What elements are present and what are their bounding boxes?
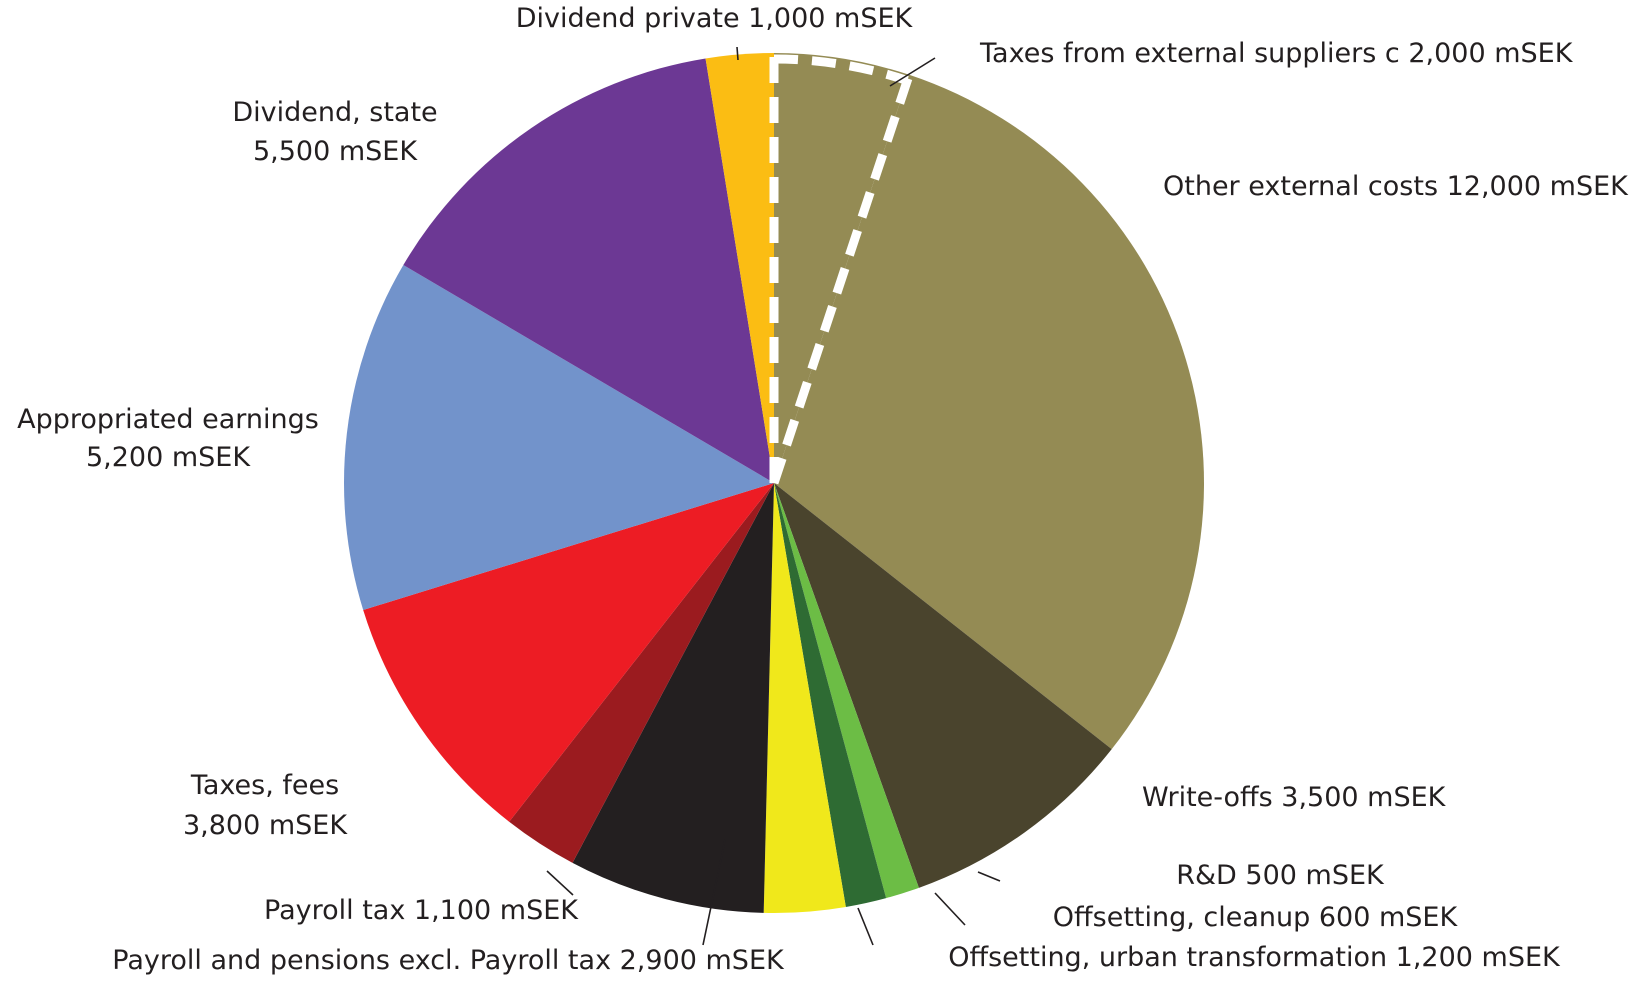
leader-line [546, 870, 574, 896]
slice-label: Payroll and pensions excl. Payroll tax 2… [112, 945, 785, 976]
slice-label-line: Taxes from external suppliers c 2,000 mS… [979, 38, 1574, 69]
pie-slice [705, 53, 774, 483]
leader-line [702, 839, 726, 946]
slice-label-line: Offsetting, urban transformation 1,200 m… [948, 942, 1561, 973]
slice-label-line: 5,500 mSEK [253, 136, 418, 167]
slice-labels: Taxes from external suppliers c 2,000 mS… [17, 3, 1629, 976]
slice-label-line: Write-offs 3,500 mSEK [1142, 782, 1447, 813]
slice-label-line: R&D 500 mSEK [1176, 860, 1385, 891]
slice-label: Taxes from external suppliers c 2,000 mS… [979, 38, 1574, 69]
pie-slice [509, 483, 774, 863]
slice-label-line: 5,200 mSEK [86, 442, 251, 473]
slice-label: Write-offs 3,500 mSEK [1142, 782, 1447, 813]
slice-label-line: Offsetting, cleanup 600 mSEK [1053, 902, 1459, 933]
pie-slice [363, 483, 774, 822]
slice-label: Offsetting, cleanup 600 mSEK [1053, 902, 1459, 933]
slice-label: Taxes, fees 3,800 mSEK [183, 770, 348, 841]
slice-label: Other external costs 12,000 mSEK [1163, 171, 1629, 202]
leader-line [736, 46, 739, 61]
slice-label-line: Dividend, state [232, 97, 437, 128]
leader-line [889, 57, 936, 87]
pie-slice [344, 265, 774, 610]
leader-lines [546, 46, 1001, 946]
slice-label: Offsetting, urban transformation 1,200 m… [948, 942, 1561, 973]
slice-label-line: 3,800 mSEK [183, 810, 348, 841]
slice-label: Dividend, state 5,500 mSEK [232, 97, 437, 167]
slice-label-line: Dividend private 1,000 mSEK [516, 3, 914, 34]
slice-label: Payroll tax 1,100 mSEK [264, 895, 579, 926]
pie-slice [763, 483, 846, 914]
slice-label-line: Payroll tax 1,100 mSEK [264, 895, 579, 926]
slice-label-line: Appropriated earnings [17, 404, 319, 435]
slice-label-line: Taxes, fees [190, 770, 339, 801]
slice-label: Dividend private 1,000 mSEK [516, 3, 914, 34]
dashed-slice-edge [773, 54, 909, 85]
pie-slice [774, 74, 1204, 750]
slice-label: Appropriated earnings 5,200 mSEK [17, 404, 319, 473]
leader-line [857, 907, 874, 946]
pie-slice [774, 483, 887, 907]
pie-slice [774, 483, 919, 899]
slice-boundaries [769, 53, 914, 485]
pie-slice [572, 483, 774, 913]
pie-slice [403, 58, 774, 483]
slice-label-line: Payroll and pensions excl. Payroll tax 2… [112, 945, 785, 976]
leader-line [977, 871, 1001, 882]
slice-label-line: Other external costs 12,000 mSEK [1163, 171, 1629, 202]
pie-slices [344, 53, 1204, 914]
dashed-slice-boundary [769, 73, 914, 485]
leader-line [934, 892, 966, 926]
pie-slice [774, 483, 1112, 888]
slice-label: R&D 500 mSEK [1176, 860, 1385, 891]
